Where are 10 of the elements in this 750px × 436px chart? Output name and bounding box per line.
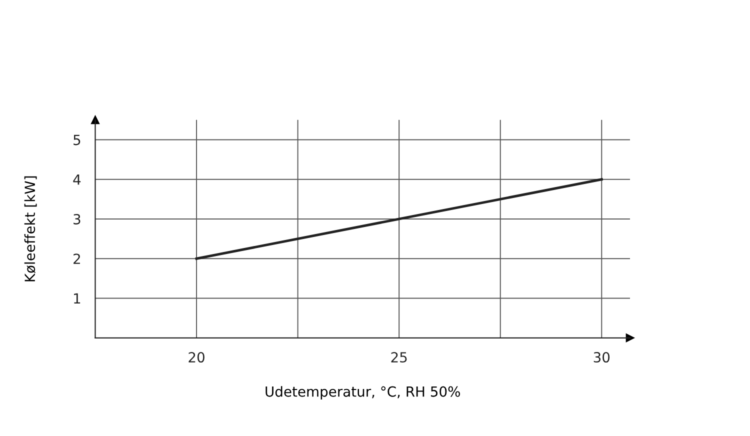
x-axis-title: Udetemperatur, °C, RH 50% (266, 386, 460, 400)
x-tick-label: 20 (188, 352, 204, 363)
y-tick-label: 5 (74, 134, 80, 146)
x-tick-label: 25 (391, 352, 407, 363)
y-tick-label: 3 (74, 214, 80, 224)
y-tick-label: 1 (74, 293, 80, 304)
y-tick-label: 4 (73, 174, 81, 185)
y-axis-title: Køleeffekt [kW] (24, 176, 37, 282)
x-tick-label: 30 (594, 352, 610, 363)
y-tick-label: 2 (74, 254, 80, 264)
